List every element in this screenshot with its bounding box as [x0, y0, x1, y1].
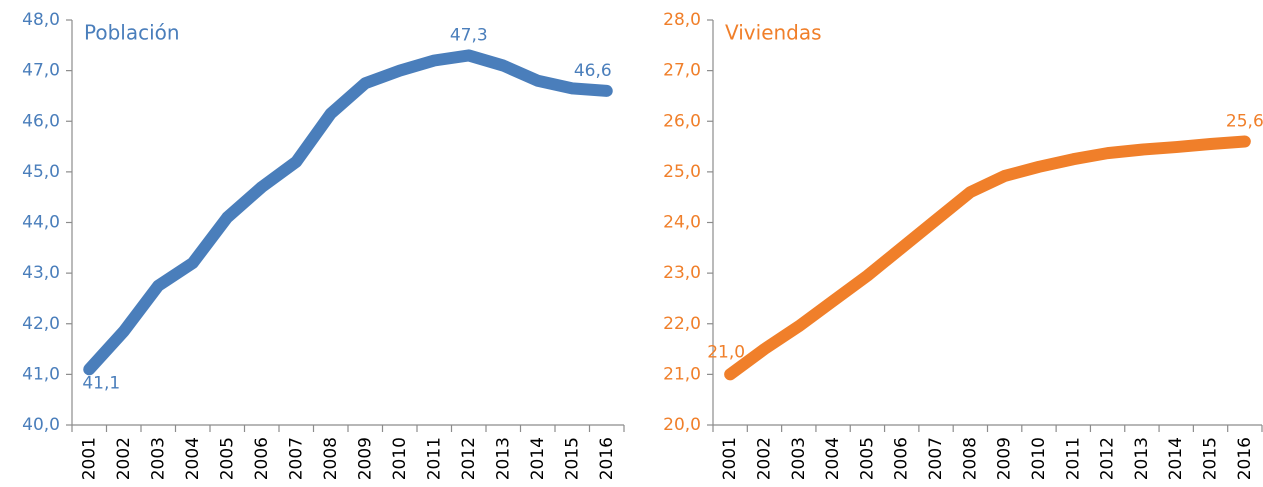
x-tick-label: 2010 — [1029, 437, 1049, 480]
x-tick-label: 2001 — [79, 437, 99, 480]
x-tick-label: 2015 — [562, 437, 582, 480]
data-label: 21,0 — [707, 342, 745, 362]
y-tick-label: 46,0 — [22, 111, 60, 131]
y-tick-label: 27,0 — [663, 61, 701, 81]
x-tick-label: 2016 — [1235, 437, 1255, 480]
x-tick-label: 2012 — [459, 437, 479, 480]
y-tick-label: 21,0 — [663, 364, 701, 384]
x-tick-label: 2012 — [1098, 437, 1118, 480]
data-label: 41,1 — [82, 373, 120, 393]
y-tick-label: 20,0 — [663, 415, 701, 435]
y-tick-label: 24,0 — [663, 213, 701, 233]
x-tick-label: 2013 — [1132, 437, 1152, 480]
y-tick-label: 42,0 — [22, 314, 60, 334]
y-tick-label: 23,0 — [663, 263, 701, 283]
x-tick-label: 2015 — [1201, 437, 1221, 480]
x-tick-label: 2002 — [754, 437, 774, 480]
x-tick-label: 2002 — [114, 437, 134, 480]
x-tick-label: 2008 — [960, 437, 980, 480]
x-tick-label: 2003 — [789, 437, 809, 480]
x-tick-label: 2011 — [424, 437, 444, 480]
y-tick-label: 22,0 — [663, 314, 701, 334]
x-tick-label: 2014 — [528, 437, 548, 480]
data-line — [724, 135, 1251, 381]
y-tick-label: 43,0 — [22, 263, 60, 283]
data-label: 47,3 — [450, 25, 488, 45]
x-tick-label: 2008 — [321, 437, 341, 480]
y-tick-label: 26,0 — [663, 111, 701, 131]
x-tick-label: 2013 — [493, 437, 513, 480]
y-tick-label: 28,0 — [663, 10, 701, 30]
y-tick-label: 41,0 — [22, 364, 60, 384]
y-tick-label: 25,0 — [663, 162, 701, 182]
y-tick-label: 48,0 — [22, 10, 60, 30]
x-tick-label: 2005 — [857, 437, 877, 480]
x-tick-label: 2007 — [926, 437, 946, 480]
y-tick-label: 40,0 — [22, 415, 60, 435]
x-tick-label: 2009 — [355, 437, 375, 480]
y-tick-label: 47,0 — [22, 61, 60, 81]
x-tick-label: 2006 — [252, 437, 272, 480]
data-line — [83, 49, 613, 376]
x-tick-label: 2009 — [995, 437, 1015, 480]
x-tick-label: 2001 — [720, 437, 740, 480]
chart-title: Viviendas — [725, 21, 822, 45]
chart-title: Población — [84, 21, 180, 45]
x-tick-label: 2004 — [823, 437, 843, 480]
x-tick-label: 2014 — [1166, 437, 1186, 480]
x-tick-label: 2010 — [390, 437, 410, 480]
x-tick-label: 2005 — [217, 437, 237, 480]
x-tick-label: 2006 — [892, 437, 912, 480]
x-tick-label: 2016 — [597, 437, 617, 480]
x-tick-label: 2003 — [148, 437, 168, 480]
y-tick-label: 44,0 — [22, 213, 60, 233]
x-tick-label: 2011 — [1063, 437, 1083, 480]
y-tick-label: 45,0 — [22, 162, 60, 182]
data-label: 46,6 — [574, 61, 612, 81]
data-label: 25,6 — [1226, 112, 1263, 132]
x-tick-label: 2007 — [286, 437, 306, 480]
x-tick-label: 2004 — [183, 437, 203, 480]
